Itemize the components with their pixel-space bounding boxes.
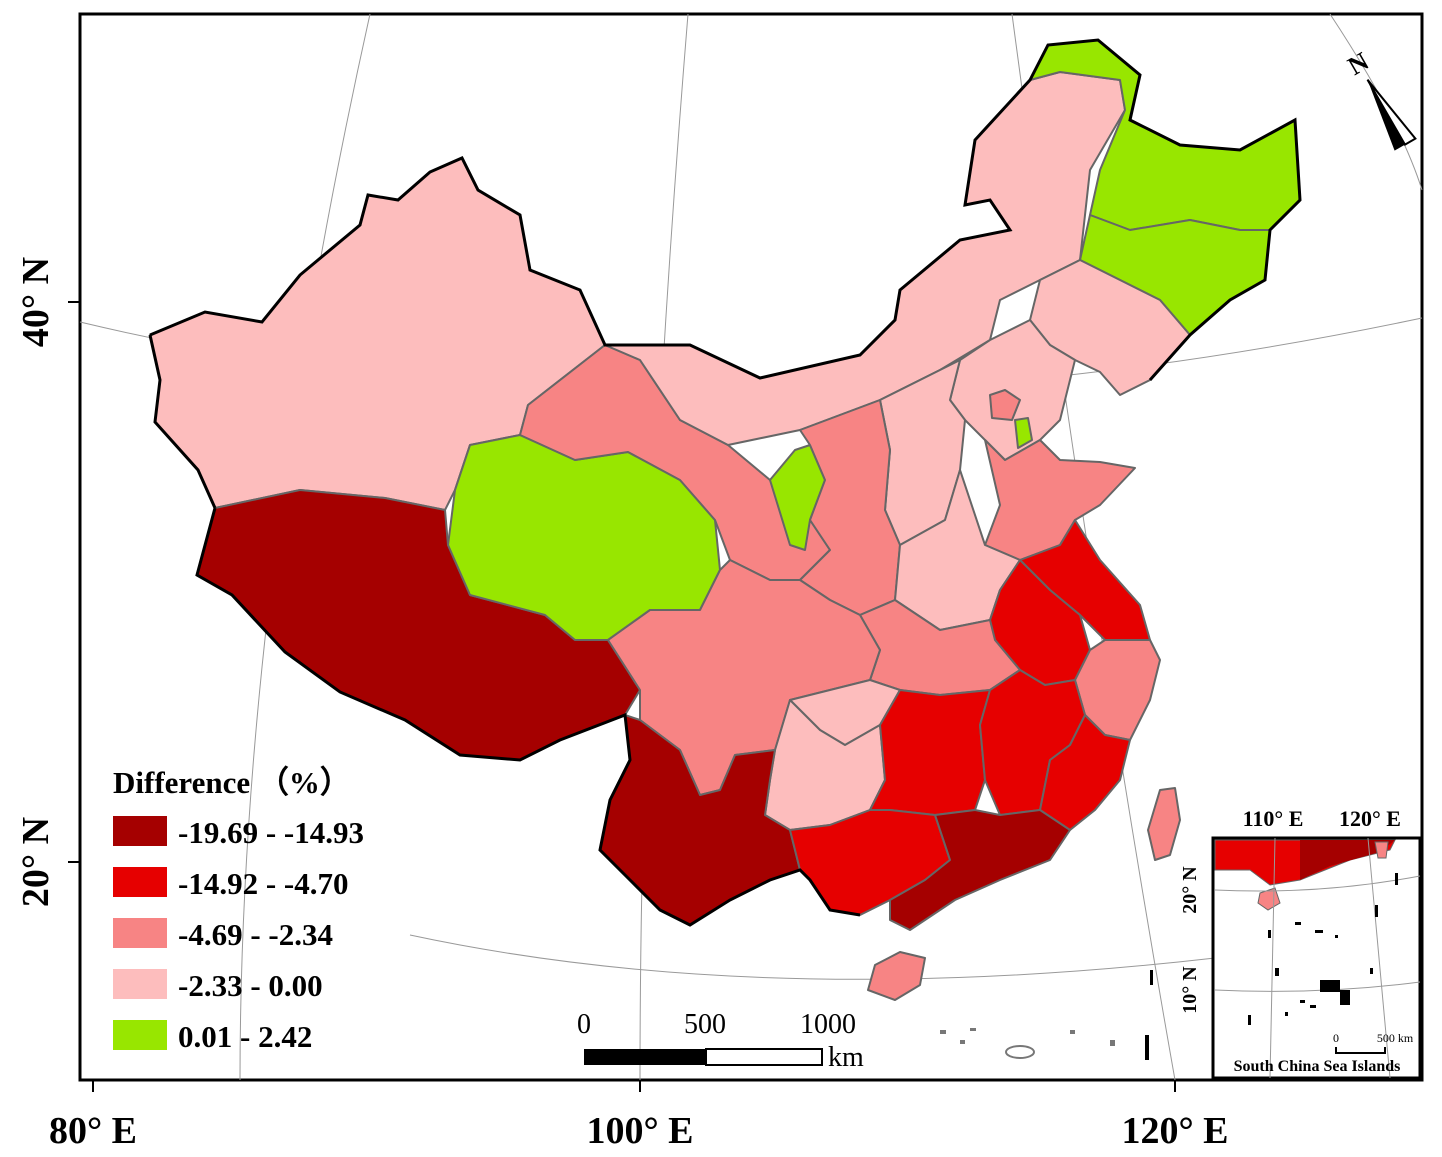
inset-islands [1248,873,1398,1025]
inset-x-tick-120e: 120° E [1339,806,1401,831]
inset-scale-0: 0 [1333,1031,1339,1045]
south-sea-islands [940,970,1153,1060]
inset-frame [1211,836,1422,1080]
region-shaanxi [799,399,901,616]
legend-title: Difference （%） [113,765,351,800]
legend-label-4: 0.01 - 2.42 [178,1019,312,1054]
region-guangdong [889,809,1071,931]
inset-y-tick-10n: 10° N [1179,966,1201,1014]
scale-tick-500: 500 [684,1009,726,1040]
national-border-west [148,334,217,509]
inset-grat-110 [1269,837,1276,1079]
scale-tick-1000: 1000 [800,1009,856,1040]
inset-scale-500: 500 km [1377,1031,1414,1045]
scale-tick-0: 0 [577,1009,591,1040]
legend: Difference （%） -19.69 - -14.93 -14.92 - -… [113,765,364,1054]
inset-map: 110° E 120° E 20° N 10° N 0 500 km South… [1179,806,1422,1080]
region-taiwan [1147,787,1181,861]
inset-y-tick-20n: 20° N [1179,866,1201,914]
national-border-south [195,507,861,927]
tick-marks [68,301,1176,1092]
region-tianjin [1014,417,1033,449]
region-beijing [989,389,1021,421]
x-tick-100e: 100° E [586,1110,693,1152]
x-tick-80e: 80° E [49,1110,137,1152]
legend-label-1: -14.92 - -4.70 [178,866,348,901]
legend-swatch-4 [113,1020,167,1050]
inset-scale-bar [1335,1047,1386,1054]
y-tick-20n: 20° N [15,817,57,907]
region-hainan [867,951,926,1001]
inset-grat-10 [1214,981,1421,992]
legend-swatch-0 [113,816,167,846]
legend-label-2: -4.69 - -2.34 [178,917,333,952]
scale-bar-black [584,1049,706,1065]
scale-unit: km [828,1042,864,1073]
province-regions [149,39,1301,1001]
legend-label-0: -19.69 - -14.93 [178,815,364,850]
inset-x-tick-110e: 110° E [1243,806,1304,831]
inset-taiwan [1374,841,1389,859]
legend-swatch-3 [113,969,167,999]
legend-swatch-1 [113,867,167,897]
x-tick-120e: 120° E [1121,1110,1228,1152]
inset-grat-120 [1367,837,1391,1079]
y-tick-40n: 40° N [15,257,57,347]
national-border [149,38,1302,381]
inset-guangdong [1300,840,1395,880]
scale-bar-white [705,1048,823,1066]
legend-label-3: -2.33 - 0.00 [178,968,323,1003]
scale-bar: 0 500 1000 km [577,1009,864,1073]
legend-swatch-2 [113,918,167,948]
inset-title: South China Sea Islands [1234,1058,1401,1075]
